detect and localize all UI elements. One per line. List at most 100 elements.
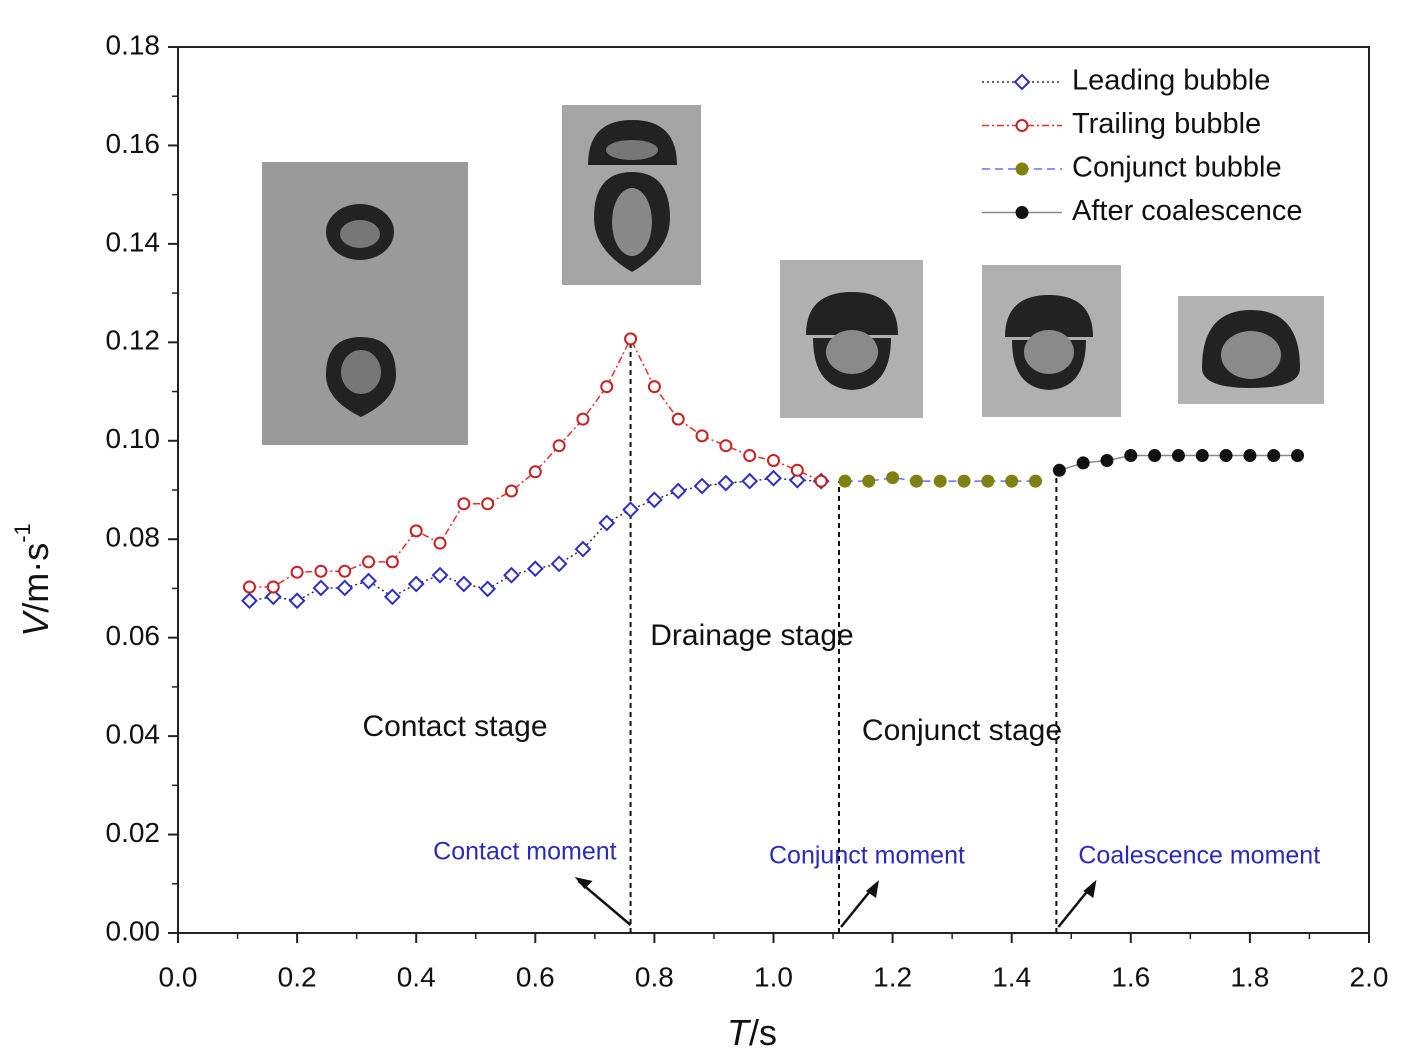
data-point <box>552 439 566 453</box>
x-tick-label: 1.4 <box>992 961 1031 992</box>
data-point <box>886 471 900 485</box>
data-point <box>479 580 497 598</box>
data-point <box>838 474 852 488</box>
x-tick-label: 1.8 <box>1230 961 1269 992</box>
x-axis-label: T/s <box>727 1012 777 1053</box>
data-point <box>933 474 947 488</box>
data-point <box>1171 449 1185 463</box>
y-tick-label: 0.14 <box>106 226 161 257</box>
data-point <box>383 588 401 606</box>
data-point <box>645 491 663 509</box>
data-point <box>814 474 828 488</box>
data-point <box>336 579 354 597</box>
data-point <box>1029 474 1043 488</box>
data-point <box>1100 453 1114 467</box>
y-tick-label: 0.00 <box>106 915 161 946</box>
data-point <box>264 588 282 606</box>
data-point <box>409 524 423 538</box>
data-point <box>481 497 495 511</box>
data-point <box>1005 474 1019 488</box>
x-tick-label: 0.2 <box>278 961 317 992</box>
data-point <box>719 439 733 453</box>
data-point <box>741 472 759 490</box>
arrow-head <box>574 877 593 889</box>
x-tick-label: 0.4 <box>397 961 436 992</box>
data-point <box>767 453 780 467</box>
data-point <box>433 536 447 550</box>
legend-marker <box>1013 73 1031 91</box>
y-tick-label: 0.02 <box>106 817 161 848</box>
data-point <box>598 514 616 532</box>
y-axis-label: V/m·s-1 <box>10 523 56 637</box>
legend-label: Trailing bubble <box>1072 108 1261 140</box>
data-point <box>360 572 377 590</box>
legend-label: Leading bubble <box>1072 65 1270 97</box>
data-point <box>717 474 735 492</box>
x-tick-label: 2.0 <box>1350 961 1389 992</box>
bubble-images <box>262 105 1324 445</box>
x-tick-label: 0.6 <box>516 961 555 992</box>
data-point <box>455 575 473 593</box>
moment-label: Contact moment <box>433 838 616 866</box>
x-label-var: T <box>727 1012 752 1053</box>
data-point <box>957 474 971 488</box>
data-point <box>526 560 544 578</box>
data-point <box>314 564 328 578</box>
data-point <box>574 540 592 558</box>
data-point <box>693 477 711 495</box>
data-point <box>1052 463 1066 477</box>
data-point <box>1195 449 1209 463</box>
legend-label: After coalescence <box>1072 195 1303 227</box>
data-point <box>503 566 520 584</box>
data-point <box>1219 449 1233 463</box>
data-point <box>385 555 399 569</box>
legend-marker <box>1015 162 1029 176</box>
data-point <box>1291 449 1305 463</box>
y-label-exp: -1 <box>10 523 35 543</box>
data-point <box>457 497 471 511</box>
data-point <box>788 471 806 489</box>
data-point <box>576 412 590 426</box>
x-label-unit: /s <box>749 1012 777 1053</box>
data-point <box>431 566 449 584</box>
data-point <box>1267 449 1281 463</box>
data-point <box>362 555 376 569</box>
data-point <box>288 592 306 610</box>
data-point <box>622 501 639 519</box>
data-point <box>312 579 330 597</box>
y-tick-label: 0.16 <box>106 128 161 159</box>
data-point <box>242 580 256 594</box>
data-point <box>600 380 614 394</box>
x-tick-label: 0.0 <box>159 961 198 992</box>
data-point <box>266 580 280 594</box>
stage-label: Conjunct stage <box>862 714 1062 747</box>
data-point <box>790 463 804 477</box>
x-tick-label: 1.0 <box>754 961 793 992</box>
data-point <box>1148 449 1162 463</box>
data-point <box>743 449 757 463</box>
stage-label: Drainage stage <box>650 619 853 652</box>
data-point <box>669 482 687 500</box>
data-point <box>504 484 518 498</box>
series-line <box>249 477 822 602</box>
data-point <box>647 380 661 394</box>
data-point <box>624 332 638 346</box>
x-tick-label: 1.2 <box>873 961 912 992</box>
y-label-var: V <box>15 610 56 637</box>
arrow-head <box>866 880 880 898</box>
data-point <box>862 474 876 488</box>
stage-label: Contact stage <box>362 710 547 743</box>
arrow-head <box>1083 880 1097 898</box>
data-point <box>1124 449 1138 463</box>
data-point <box>338 564 352 578</box>
y-tick-label: 0.04 <box>106 719 161 750</box>
y-tick-label: 0.06 <box>106 620 161 651</box>
data-point <box>1076 456 1090 470</box>
y-tick-label: 0.12 <box>106 325 161 356</box>
data-point <box>671 412 685 426</box>
data-point <box>550 555 568 573</box>
data-point <box>241 592 258 610</box>
arrow <box>577 880 632 926</box>
y-tick-label: 0.10 <box>106 423 161 454</box>
